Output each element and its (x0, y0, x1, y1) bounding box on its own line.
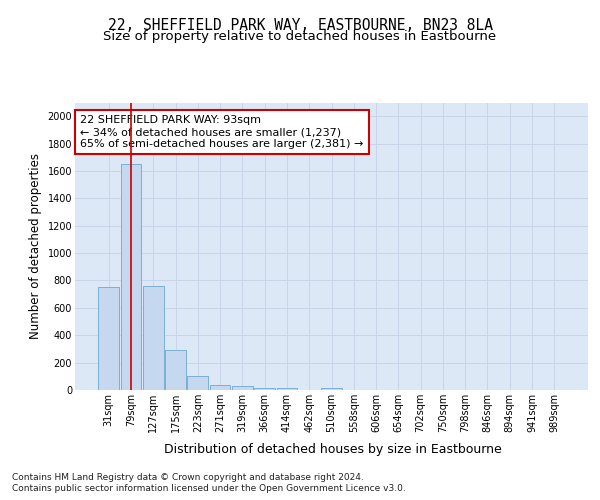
Text: Distribution of detached houses by size in Eastbourne: Distribution of detached houses by size … (164, 442, 502, 456)
Bar (254, 388, 275, 390)
Text: Contains HM Land Registry data © Crown copyright and database right 2024.: Contains HM Land Registry data © Crown c… (12, 472, 364, 482)
Bar (277, 388, 297, 390)
Bar (210, 385, 230, 390)
Bar (187, 376, 208, 390)
Bar (121, 164, 142, 390)
Text: 22, SHEFFIELD PARK WAY, EASTBOURNE, BN23 8LA: 22, SHEFFIELD PARK WAY, EASTBOURNE, BN23… (107, 18, 493, 32)
Bar (143, 286, 164, 390)
Text: Size of property relative to detached houses in Eastbourne: Size of property relative to detached ho… (103, 30, 497, 43)
Y-axis label: Number of detached properties: Number of detached properties (29, 153, 42, 340)
Text: 22 SHEFFIELD PARK WAY: 93sqm
← 34% of detached houses are smaller (1,237)
65% of: 22 SHEFFIELD PARK WAY: 93sqm ← 34% of de… (80, 116, 364, 148)
Bar (321, 388, 342, 390)
Text: Contains public sector information licensed under the Open Government Licence v3: Contains public sector information licen… (12, 484, 406, 493)
Bar (232, 386, 253, 390)
Bar (165, 350, 186, 390)
Bar (98, 288, 119, 390)
